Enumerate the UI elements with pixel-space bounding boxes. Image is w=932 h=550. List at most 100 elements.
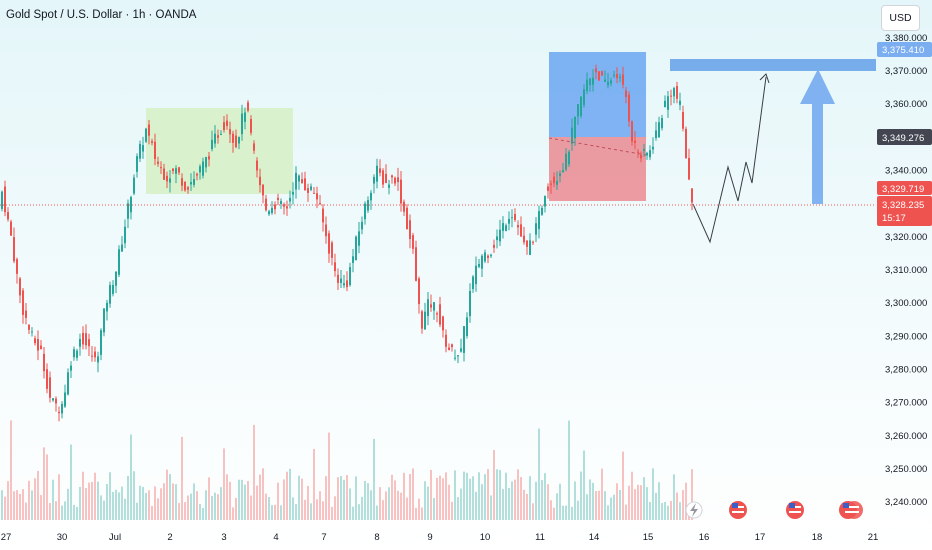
time-tick-label: 7 (321, 532, 326, 543)
volume-bar (610, 497, 612, 520)
time-tick-label: 8 (374, 532, 379, 543)
us-flag-icon[interactable] (839, 501, 863, 519)
candle-body (556, 181, 558, 185)
candle-body (595, 68, 597, 73)
candle-body (427, 299, 429, 317)
candle-body (589, 78, 591, 86)
candle-body (571, 127, 573, 144)
candle-body (418, 278, 420, 305)
candle-body (565, 153, 567, 170)
candle-body (391, 175, 393, 178)
time-tick-label: Jul (109, 532, 121, 543)
candle-body (88, 339, 90, 347)
candle-body (238, 136, 240, 144)
candle-body (667, 96, 669, 110)
volume-bar (25, 502, 27, 520)
volume-bar (232, 507, 234, 520)
candle-body (334, 262, 336, 272)
price-tick-label: 3,370.000 (885, 66, 927, 77)
volume-bar (307, 485, 309, 520)
volume-bar (238, 479, 240, 520)
countdown-label: 15:17 (882, 213, 906, 224)
candle-body (208, 156, 210, 160)
candle-body (448, 347, 450, 351)
volume-bar (394, 480, 396, 520)
volume-bar (598, 490, 600, 520)
volume-bar (487, 469, 489, 520)
entry-dashed-line (548, 137, 647, 156)
candle-body (46, 369, 48, 389)
candle-body (241, 113, 243, 135)
volume-bar (16, 490, 18, 520)
candle-body (178, 167, 180, 173)
volume-bar (454, 470, 456, 520)
candle-body (1, 191, 3, 209)
candle-body (247, 102, 249, 111)
candle-body (106, 302, 108, 312)
candle-body (550, 183, 552, 185)
price-axis-ticks: 3,380.0003,370.0003,360.0003,350.0003,34… (885, 33, 927, 508)
volume-bar (52, 479, 54, 520)
candle-body (388, 184, 390, 188)
candle-body (187, 187, 189, 190)
candle-body (112, 284, 114, 294)
volume-bar (298, 475, 300, 520)
candle-body (28, 324, 30, 330)
volume-bar (472, 476, 474, 520)
candle-body (163, 168, 165, 180)
lightning-icon[interactable] (685, 501, 703, 519)
candle-body (592, 77, 594, 85)
us-flag-icon[interactable] (729, 501, 747, 519)
volume-bar (364, 480, 366, 520)
volume-bar (328, 432, 330, 520)
price-tick-label: 3,260.000 (885, 431, 927, 442)
volume-bar (124, 498, 126, 520)
volume-bar (601, 468, 603, 520)
currency-button[interactable]: USD (881, 5, 920, 31)
volume-bar (628, 485, 630, 520)
candle-body (469, 291, 471, 317)
candle-body (301, 179, 303, 183)
candle-body (52, 398, 54, 401)
volume-bar (118, 492, 120, 520)
candle-body (94, 351, 96, 358)
candle-body (319, 203, 321, 205)
volume-bar (502, 489, 504, 520)
volume-bar (10, 420, 12, 520)
volume-bar (451, 501, 453, 520)
candle-body (145, 128, 147, 142)
candle-body (373, 176, 375, 184)
volume-bar (316, 499, 318, 520)
us-flag-icon[interactable] (786, 501, 804, 519)
candle-body (673, 88, 675, 97)
candle-body (376, 165, 378, 182)
volume-bar (673, 474, 675, 520)
candle-body (121, 244, 123, 252)
time-tick-label: 21 (868, 532, 879, 543)
volume-bar (682, 490, 684, 520)
candle-body (523, 235, 525, 243)
volume-bar (67, 488, 69, 520)
volume-bar (343, 479, 345, 520)
candle-body (310, 186, 312, 190)
volume-bar (265, 493, 267, 520)
volume-bar (685, 482, 687, 520)
volume-bar (634, 489, 636, 520)
volume-bar (355, 476, 357, 520)
candle-body (451, 344, 453, 348)
candle-body (475, 265, 477, 285)
volume-bar (34, 478, 36, 520)
volume-bar (535, 481, 537, 520)
candle-body (457, 355, 459, 357)
volume-bar (289, 468, 291, 520)
price-tick-label: 3,310.000 (885, 265, 927, 276)
volume-bar (397, 490, 399, 520)
volume-bar (421, 507, 423, 520)
candle-body (133, 177, 135, 194)
candle-body (124, 226, 126, 244)
candle-body (139, 143, 141, 159)
candle-body (616, 73, 618, 79)
candle-body (655, 130, 657, 139)
candle-body (127, 203, 129, 219)
